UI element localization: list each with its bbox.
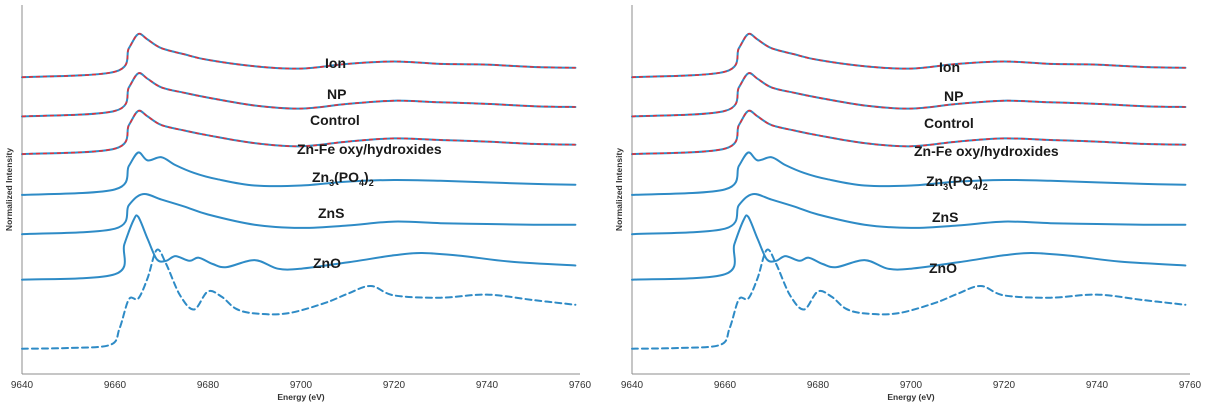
series-label-ion: Ion (325, 55, 346, 71)
xanes-chart-right: 9640 9660 9680 9700 9720 9740 9760 Energy (eV) N… (604, 0, 1207, 403)
series-label-zns: ZnS (932, 209, 958, 225)
fit-line-control (21, 109, 576, 155)
x-axis-title: Energy (eV) (887, 392, 934, 402)
series-line-zns (21, 214, 577, 281)
series-line-ion (21, 32, 577, 79)
series-line-zn3-po4-2 (631, 192, 1187, 236)
y-axis-title: Normalized Intensity (614, 148, 624, 231)
x-tick-label: 9720 (383, 380, 406, 391)
x-tick-label: 9740 (1086, 380, 1109, 391)
xanes-chart-left: 9640 9660 9680 9700 9720 9740 9760 Energy (eV) N… (4, 5, 592, 402)
series-line-control (631, 109, 1187, 156)
series-label-zn3-po4-2: Zn3(PO4)2 (926, 173, 988, 192)
series-label-np: NP (327, 86, 346, 102)
series-line-zns (631, 214, 1187, 281)
series-line-np (21, 72, 577, 118)
series-label-ion: Ion (939, 59, 960, 75)
series-label-zno: ZnO (929, 260, 957, 276)
series-line-zn3-po4-2 (21, 192, 577, 236)
x-tick-label: 9680 (197, 380, 220, 391)
x-tick-label: 9640 (11, 380, 34, 391)
chart-left-svg: 9640 9660 9680 9700 9720 9740 9760 Energy (eV) N… (4, 5, 592, 402)
fit-line-ion (21, 32, 576, 78)
x-tick-label: 9660 (104, 380, 127, 391)
fit-line-ion (631, 32, 1186, 78)
series-line-np (631, 72, 1187, 118)
x-tick-label: 9700 (900, 380, 923, 391)
chart-right-svg: 9640 9660 9680 9700 9720 9740 9760 Energy (eV) N… (614, 5, 1202, 402)
series-line-zn-fe-oxy-hydroxides (21, 151, 577, 196)
series-label-control: Control (310, 112, 360, 128)
x-tick-label: 9720 (993, 380, 1016, 391)
x-axis-title: Energy (eV) (277, 392, 324, 402)
series-label-zn3-po4-2: Zn3(PO4)2 (312, 169, 374, 188)
series-line-zn-fe-oxy-hydroxides (631, 151, 1187, 196)
series-label-np: NP (944, 88, 963, 104)
fit-line-np (21, 72, 576, 118)
x-tick-label: 9700 (290, 380, 313, 391)
series-label-control: Control (924, 115, 974, 131)
y-axis-title: Normalized Intensity (4, 148, 14, 231)
fit-line-control (631, 109, 1186, 155)
x-tick-label: 9740 (476, 380, 499, 391)
x-tick-label: 9760 (569, 380, 592, 391)
series-label-zn-fe-oxy-hydroxides: Zn-Fe oxy/hydroxides (297, 141, 442, 157)
series-label-zno: ZnO (313, 255, 341, 271)
fit-line-np (631, 72, 1186, 118)
x-tick-label: 9680 (807, 380, 830, 391)
series-label-zn-fe-oxy-hydroxides: Zn-Fe oxy/hydroxides (914, 143, 1059, 159)
series-label-zns: ZnS (318, 205, 344, 221)
series-line-zno (21, 248, 577, 350)
series-line-zno (631, 248, 1187, 350)
series-line-ion (631, 32, 1187, 79)
x-tick-label: 9640 (621, 380, 644, 391)
x-tick-label: 9760 (1179, 380, 1202, 391)
x-tick-label: 9660 (714, 380, 737, 391)
